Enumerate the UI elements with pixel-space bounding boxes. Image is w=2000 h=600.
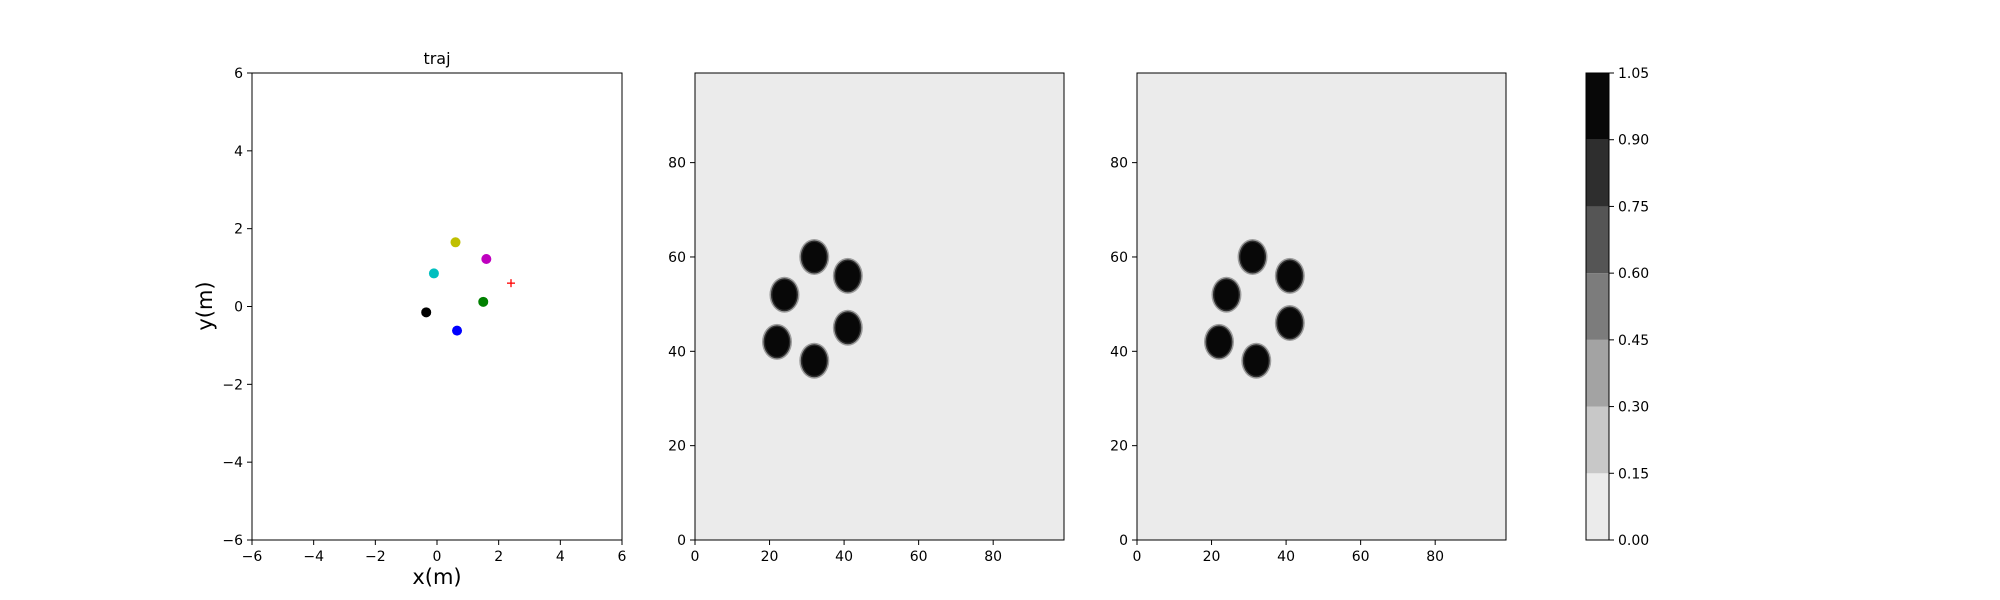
colorbar-frame — [1585, 72, 1610, 541]
heatmap-1-blob — [832, 257, 863, 294]
agent-point — [450, 237, 461, 248]
heatmap-1-x-tick-label: 80 — [984, 549, 1002, 565]
traj-plot-frame — [251, 72, 623, 541]
heatmap-1-y-tick-label: 60 — [668, 250, 686, 266]
heatmap-2-y-tick-label: 20 — [1110, 439, 1128, 455]
traj-plot: traj −6 −4 −2 0 2 4 6 −6 −4 −2 0 2 4 6 x(m) y(m) — [193, 49, 627, 589]
heatmap-1-background — [695, 73, 1064, 540]
heatmap-1-blob — [799, 238, 830, 275]
heatmap-2-frame — [1136, 72, 1507, 541]
heatmap-1-axis-ticks: 0 20 40 60 80 0 20 40 60 80 — [668, 156, 1002, 565]
traj-points — [421, 237, 515, 336]
heatmap-2-blob — [1241, 342, 1272, 379]
heatmap-2-blobs — [1204, 238, 1305, 379]
heatmap-1-blob — [799, 342, 830, 379]
heatmap-2-y-tick-label: 0 — [1119, 533, 1128, 549]
traj-y-tick-label: 4 — [234, 144, 243, 160]
heatmap-2-x-tick-label: 80 — [1426, 549, 1444, 565]
heatmap-1-y-tick-label: 0 — [677, 533, 686, 549]
heatmap-2-blob — [1274, 257, 1305, 294]
traj-y-tick-label: 2 — [234, 222, 243, 238]
colorbar-tick-label: 1.05 — [1618, 66, 1649, 82]
heatmap-2-y-tick-label: 80 — [1110, 156, 1128, 172]
colorbar-band — [1586, 406, 1609, 474]
agent-point — [481, 254, 492, 265]
heatmap-2-blob — [1204, 323, 1234, 360]
heatmap-2-x-tick-label: 60 — [1352, 549, 1370, 565]
heatmap-2-blob — [1211, 276, 1242, 313]
colorbar-bands — [1586, 73, 1609, 540]
traj-title: traj — [423, 49, 450, 68]
heatmap-2-x-tick-label: 20 — [1203, 549, 1221, 565]
heatmap-2-x-tick-label: 0 — [1133, 549, 1142, 565]
traj-x-tick-label: −6 — [242, 549, 263, 565]
traj-axis-ticks: −6 −4 −2 0 2 4 6 −6 −4 −2 0 2 4 6 — [222, 66, 626, 565]
heatmap-1-blob — [769, 276, 800, 313]
colorbar-tick-label: 0.15 — [1618, 466, 1649, 482]
traj-x-tick-label: −4 — [303, 549, 324, 565]
agent-point — [452, 325, 463, 336]
traj-x-tick-label: 2 — [494, 549, 503, 565]
heatmap-1-blob — [832, 309, 863, 346]
heatmap-1-blobs — [762, 238, 863, 379]
colorbar-tick-label: 0.75 — [1618, 199, 1649, 215]
traj-x-tick-label: −2 — [365, 549, 386, 565]
traj-y-tick-label: −6 — [222, 533, 243, 549]
colorbar-band — [1586, 273, 1609, 340]
heatmap-1-frame — [694, 72, 1065, 541]
traj-y-tick-label: −2 — [222, 377, 243, 393]
agent-point — [478, 296, 489, 307]
traj-y-tick-label: 0 — [234, 300, 243, 316]
heatmap-2-blob — [1237, 238, 1268, 275]
heatmap-1-x-tick-label: 20 — [761, 549, 779, 565]
goal-marker — [507, 279, 515, 288]
heatmap-1-blob — [762, 323, 792, 360]
traj-x-tick-label: 0 — [433, 549, 442, 565]
heatmap-2-background — [1137, 73, 1506, 540]
agent-point — [428, 268, 439, 279]
heatmap-1-x-tick-label: 40 — [835, 549, 853, 565]
heatmap-2-x-tick-label: 40 — [1277, 549, 1295, 565]
colorbar-band — [1586, 206, 1609, 274]
heatmap-2-y-tick-label: 60 — [1110, 250, 1128, 266]
traj-y-tick-label: −4 — [222, 455, 243, 471]
colorbar-tick-label: 0.00 — [1618, 533, 1649, 549]
heatmap-1-y-tick-label: 40 — [668, 344, 686, 360]
traj-x-tick-label: 6 — [618, 549, 627, 565]
heatmap-1-x-tick-label: 0 — [691, 549, 700, 565]
colorbar-band — [1586, 473, 1609, 540]
heatmap-1-x-tick-label: 60 — [910, 549, 928, 565]
colorbar-ticks: 0.00 0.15 0.30 0.45 0.60 0.75 0.90 1.05 — [1609, 66, 1649, 549]
heatmap-2: 0 20 40 60 80 0 20 40 60 80 — [1110, 72, 1507, 565]
colorbar-band — [1586, 339, 1609, 407]
traj-y-axis-label: y(m) — [193, 281, 217, 330]
traj-x-axis-label: x(m) — [412, 565, 461, 589]
colorbar-tick-label: 0.30 — [1618, 400, 1649, 416]
colorbar-band — [1586, 139, 1609, 207]
heatmap-2-y-tick-label: 40 — [1110, 344, 1128, 360]
colorbar-tick-label: 0.60 — [1618, 266, 1649, 282]
heatmap-1-y-tick-label: 20 — [668, 439, 686, 455]
heatmap-1: 0 20 40 60 80 0 20 40 60 80 — [668, 72, 1065, 565]
heatmap-1-y-tick-label: 80 — [668, 156, 686, 172]
heatmap-2-blob — [1274, 305, 1305, 342]
colorbar-tick-label: 0.90 — [1618, 133, 1649, 149]
agent-point — [421, 307, 432, 318]
colorbar-tick-label: 0.45 — [1618, 333, 1649, 349]
traj-x-tick-label: 4 — [556, 549, 565, 565]
heatmap-2-axis-ticks: 0 20 40 60 80 0 20 40 60 80 — [1110, 156, 1444, 565]
traj-y-tick-label: 6 — [234, 66, 243, 82]
colorbar-band — [1586, 73, 1609, 140]
colorbar: 0.00 0.15 0.30 0.45 0.60 0.75 0.90 1.05 — [1585, 66, 1649, 549]
